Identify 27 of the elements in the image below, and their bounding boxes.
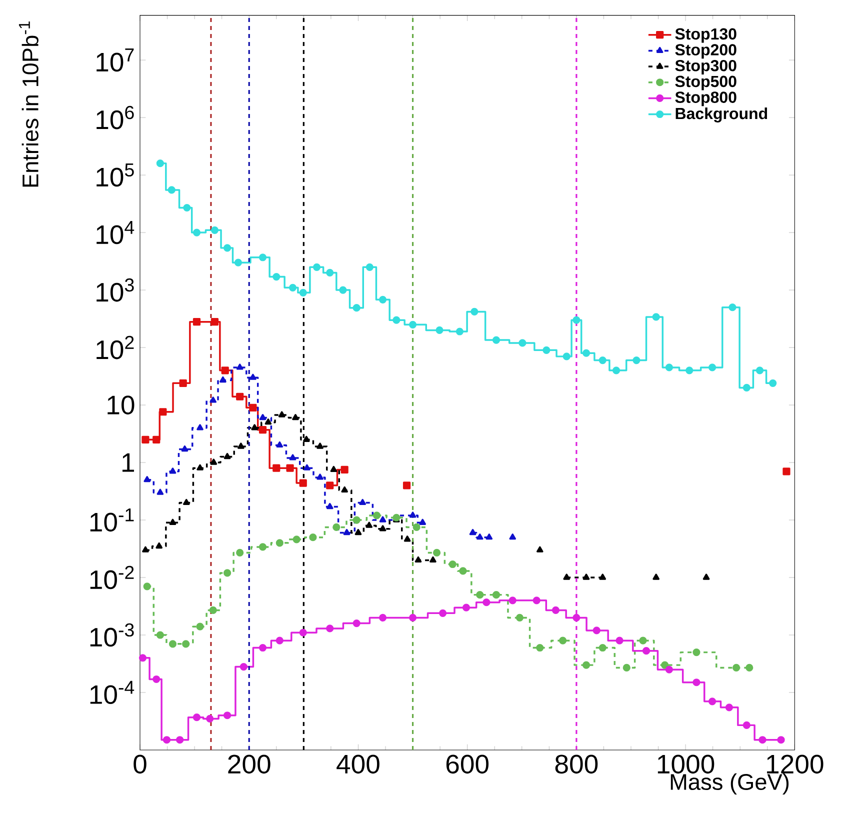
y-tick-label: 10$^{2}$ — [96, 336, 134, 360]
x-tick-label: 0 — [134, 754, 146, 774]
legend-label: Background — [676, 107, 768, 122]
y-axis-title: Entries in 10Pb$^{-1}$ — [18, 21, 38, 187]
y-tick-label: 10$^{-1}$ — [90, 508, 134, 532]
y-tick-label: 10$^{-3}$ — [90, 623, 134, 647]
y-tick-label: 10$^{3}$ — [96, 278, 134, 302]
x-tick-label: 200 — [228, 754, 270, 774]
y-tick-label: 10$^{4}$ — [96, 220, 134, 244]
y-tick-label: 10$^{-2}$ — [90, 566, 134, 590]
x-tick-label: 600 — [446, 754, 489, 774]
legend-label: Stop130 — [675, 28, 736, 43]
x-axis-title: Mass (GeV) — [670, 773, 789, 794]
x-tick-label: 400 — [336, 754, 380, 774]
x-tick-label: 800 — [555, 754, 598, 774]
legend-label: Stop800 — [675, 92, 736, 106]
x-tick-label: 1000 — [658, 754, 714, 774]
y-tick-label: 10$^{7}$ — [96, 48, 134, 72]
y-tick-label: 10$^{-4}$ — [90, 680, 134, 704]
x-tick-label: 1200 — [767, 754, 824, 774]
legend-label: Stop500 — [675, 76, 736, 90]
legend-label: Stop200 — [675, 44, 736, 59]
y-tick-label: 1 — [122, 453, 134, 472]
y-tick-label: 10 — [108, 396, 134, 414]
y-tick-label: 10$^{6}$ — [96, 106, 134, 130]
legend-label: Stop300 — [675, 60, 736, 74]
y-tick-label: 10$^{5}$ — [96, 163, 134, 187]
